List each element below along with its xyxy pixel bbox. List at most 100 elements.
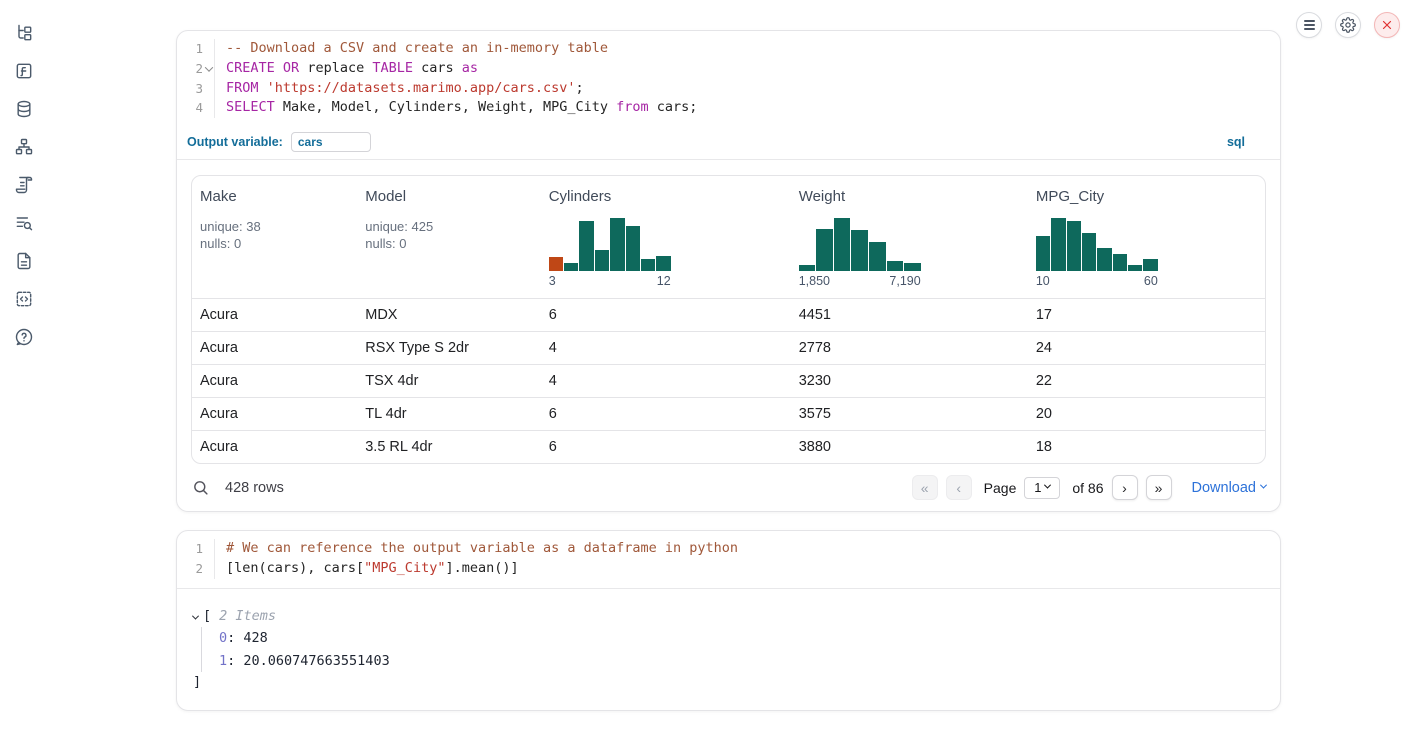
sql-cell: 1 -- Download a CSV and create an in-memo… (176, 30, 1281, 513)
tree-collapse-toggle[interactable] (191, 608, 200, 624)
table-cell: 3230 (798, 373, 831, 390)
language-badge: sql (1226, 135, 1245, 150)
python-cell: 1 # We can reference the output variable … (176, 530, 1281, 711)
column-label: Model (365, 188, 407, 206)
page-select[interactable]: 1 (1024, 476, 1061, 499)
prev-page-button[interactable]: ‹ (945, 475, 972, 501)
column-header-cylinders[interactable]: Cylinders 3 12 (541, 176, 791, 298)
histogram-bar (624, 225, 641, 273)
histogram-bar (1065, 220, 1082, 273)
logs-icon[interactable] (13, 212, 35, 234)
table-row: Acura MDX 6 4451 17 (192, 298, 1265, 331)
code-text: [len(cars), cars["MPG_City"].mean()] (226, 559, 519, 576)
search-button[interactable] (191, 479, 209, 497)
gear-icon (1340, 17, 1356, 33)
tree-guide-line (201, 626, 202, 672)
snippets-icon[interactable] (13, 288, 35, 310)
histogram-bar (885, 260, 905, 273)
notebook-main: 1 -- Download a CSV and create an in-memo… (176, 0, 1281, 711)
line-number: 1 (195, 541, 203, 557)
output-tree: [ 2 Items 0: 428 1: 20.060747663551403 ] (177, 589, 1280, 710)
code-text: SELECT Make, Model, Cylinders, Weight, M… (226, 99, 698, 116)
column-header-make[interactable]: Make unique: 38 nulls: 0 (192, 176, 357, 298)
table-cell: 3.5 RL 4dr (365, 439, 433, 456)
documentation-icon[interactable] (13, 250, 35, 272)
python-line: 2 [len(cars), cars["MPG_City"].mean()] (177, 558, 1280, 579)
histogram-bar (850, 229, 869, 273)
sql-code-editor[interactable]: 1 -- Download a CSV and create an in-memo… (177, 31, 1280, 127)
line-number: 2 (195, 60, 203, 76)
settings-button[interactable] (1335, 12, 1361, 38)
table-cell: 18 (1035, 439, 1052, 456)
table-cell: 2778 (798, 340, 831, 357)
menu-button[interactable] (1296, 12, 1322, 38)
histogram-axis-labels: 3 12 (548, 274, 671, 289)
code-text: # We can reference the output variable a… (226, 540, 739, 557)
help-icon[interactable] (13, 326, 35, 348)
column-histogram: 1,850 7,190 (797, 217, 922, 288)
histogram-bar (655, 255, 672, 273)
download-label: Download (1191, 479, 1257, 496)
column-header-weight[interactable]: Weight 1,850 7,190 (791, 176, 1028, 298)
results-table: Make unique: 38 nulls: 0 Model unique: 425 nu… (191, 175, 1266, 465)
row-count: 428 rows (225, 479, 284, 496)
histogram-bar (563, 262, 580, 273)
table-cell: MDX (365, 307, 398, 324)
shutdown-button[interactable] (1374, 12, 1400, 38)
histogram-bar (578, 220, 595, 273)
table-cell: TL 4dr (365, 406, 407, 423)
scratchpad-icon[interactable] (13, 174, 35, 196)
table-cell: TSX 4dr (365, 373, 419, 390)
tree-open-bracket: [ (203, 607, 212, 624)
download-button[interactable]: Download (1191, 479, 1268, 496)
sql-line: 1 -- Download a CSV and create an in-memo… (177, 39, 1280, 59)
next-page-button[interactable]: › (1111, 475, 1138, 501)
table-header-row: Make unique: 38 nulls: 0 Model unique: 425 nu… (192, 176, 1265, 298)
table-cell: 4451 (798, 307, 831, 324)
output-variable-label: Output variable: (187, 135, 283, 150)
tree-close-bracket: ] (193, 673, 202, 690)
histogram-bar (1096, 247, 1113, 273)
table-cell: 4 (548, 373, 557, 390)
table-cell: Acura (200, 373, 238, 390)
table-cell: Acura (200, 307, 238, 324)
page-select-value: 1 (1034, 480, 1042, 496)
column-histogram: 10 60 (1034, 217, 1159, 288)
dependency-graph-icon[interactable] (13, 136, 35, 158)
tree-entry-key: 0 (219, 630, 228, 647)
column-label: Cylinders (548, 188, 612, 206)
functions-icon[interactable] (13, 60, 35, 82)
code-text: FROM 'https://datasets.marimo.app/cars.c… (226, 79, 584, 96)
table-cell: 6 (548, 307, 557, 324)
table-row: Acura TSX 4dr 4 3230 22 (192, 364, 1265, 397)
notebook-controls (1296, 12, 1400, 38)
histogram-bar (903, 262, 922, 273)
output-variable-input[interactable] (290, 132, 371, 153)
code-text: -- Download a CSV and create an in-memor… (226, 40, 609, 56)
last-page-button[interactable]: » (1145, 475, 1172, 501)
python-code-editor[interactable]: 1 # We can reference the output variable … (177, 531, 1280, 588)
histogram-bar (639, 258, 657, 273)
first-page-button[interactable]: « (911, 475, 938, 501)
table-cell: 6 (548, 406, 557, 423)
file-explorer-icon[interactable] (13, 22, 35, 44)
cell-divider (177, 587, 1280, 589)
histogram-bar (547, 256, 565, 273)
line-number: 3 (195, 80, 203, 96)
table-cell: Acura (200, 406, 238, 423)
table-row: Acura RSX Type S 2dr 4 2778 24 (192, 331, 1265, 364)
chevron-down-icon (1044, 481, 1052, 489)
datasources-icon[interactable] (13, 98, 35, 120)
column-label: Make (200, 188, 237, 206)
table-cell: RSX Type S 2dr (365, 340, 469, 357)
fold-chevron-icon[interactable] (203, 58, 215, 79)
histogram-bar (1050, 217, 1067, 273)
column-header-model[interactable]: Model unique: 425 nulls: 0 (357, 176, 540, 298)
column-header-mpg_city[interactable]: MPG_City 10 60 (1028, 176, 1265, 298)
column-stats: unique: 38 nulls: 0 (200, 219, 261, 252)
search-icon (193, 481, 208, 495)
tree-entry-key: 1 (219, 652, 228, 669)
tree-entry: 0: 428 (193, 627, 1264, 650)
tree-entry-value: : 20.060747663551403 (227, 652, 390, 669)
histogram-bar (815, 228, 834, 273)
